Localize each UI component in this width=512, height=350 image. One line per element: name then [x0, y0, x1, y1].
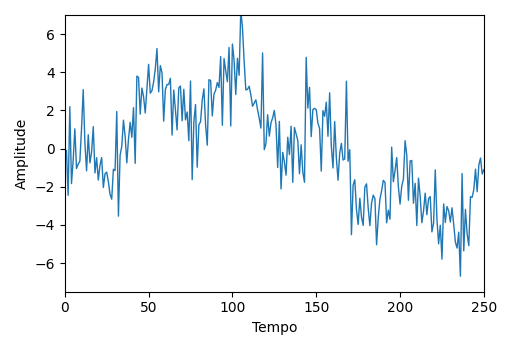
Y-axis label: Amplitude: Amplitude: [15, 118, 29, 189]
X-axis label: Tempo: Tempo: [251, 321, 297, 335]
